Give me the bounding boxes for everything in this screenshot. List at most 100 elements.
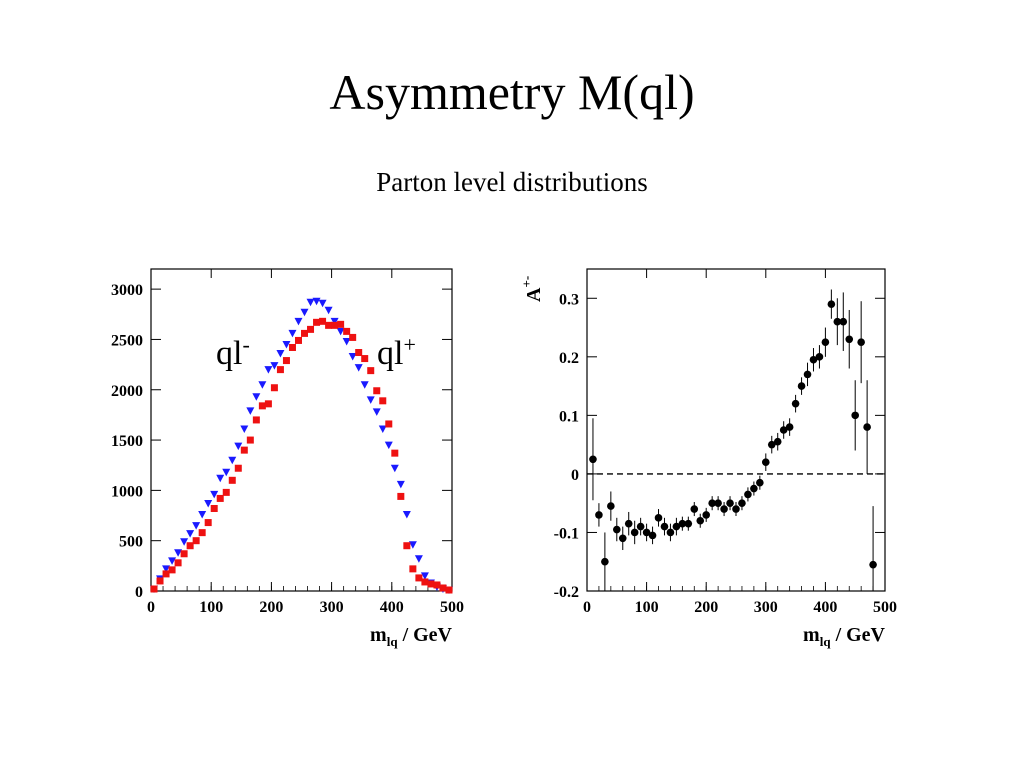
asymmetry-point bbox=[869, 560, 877, 569]
ql-plus-point bbox=[397, 492, 405, 500]
ql-plus-point bbox=[264, 400, 272, 408]
ql-plus-point bbox=[210, 504, 218, 512]
ql-plus-point bbox=[391, 449, 399, 457]
ql-minus-annotation: ql- bbox=[216, 332, 250, 372]
ql-plus-point bbox=[174, 559, 182, 567]
ql-minus-point bbox=[306, 298, 315, 307]
asymmetry-point bbox=[773, 437, 782, 446]
asymmetry-point bbox=[630, 528, 639, 537]
ql-minus-point bbox=[228, 456, 237, 465]
ql-minus-point bbox=[264, 366, 273, 374]
ql-minus-point bbox=[420, 572, 429, 580]
right-x-tick-label: 500 bbox=[873, 599, 897, 616]
ql-plus-point bbox=[427, 580, 435, 588]
asymmetry-point bbox=[791, 399, 800, 408]
ql-minus-point bbox=[210, 490, 219, 499]
asymmetry-point bbox=[708, 499, 716, 507]
ql-minus-point bbox=[360, 381, 369, 389]
asymmetry-point bbox=[595, 511, 603, 519]
asymmetry-point bbox=[744, 490, 752, 499]
right-y-tick-label: 0.3 bbox=[559, 291, 579, 308]
asymmetry-point bbox=[809, 355, 818, 364]
asymmetry-point bbox=[845, 335, 854, 344]
ql-plus-point bbox=[445, 586, 453, 594]
asymmetry-point bbox=[750, 484, 758, 493]
left-plot-frame bbox=[150, 268, 453, 592]
ql-plus-point bbox=[307, 325, 315, 333]
right-y-tick-label: 0.2 bbox=[559, 350, 579, 367]
ql-plus-point bbox=[349, 333, 357, 341]
left-y-tick-label: 1000 bbox=[111, 483, 143, 500]
ql-minus-point bbox=[354, 364, 363, 372]
ql-plus-point bbox=[355, 349, 363, 357]
ql-minus-point bbox=[318, 299, 327, 308]
ql-plus-point bbox=[204, 519, 212, 527]
ql-plus-point bbox=[319, 317, 327, 325]
asymmetry-point bbox=[601, 557, 609, 566]
ql-minus-point bbox=[276, 350, 285, 358]
asymmetry-point bbox=[714, 499, 722, 507]
ql-minus-point bbox=[348, 353, 357, 361]
ql-plus-point bbox=[343, 327, 351, 335]
ql-minus-point bbox=[198, 511, 207, 519]
ql-plus-point bbox=[439, 584, 447, 592]
asymmetry-point bbox=[833, 317, 842, 326]
ql-minus-point bbox=[240, 425, 249, 433]
asymmetry-point bbox=[851, 411, 859, 420]
asymmetry-point bbox=[821, 338, 830, 346]
ql-minus-point bbox=[336, 327, 345, 336]
left-y-tick-label: 1500 bbox=[111, 433, 143, 450]
asymmetry-point bbox=[624, 519, 633, 528]
asymmetry-point bbox=[827, 300, 836, 308]
left-x-tick-label: 300 bbox=[320, 599, 344, 616]
asymmetry-point bbox=[607, 502, 615, 510]
slide-subtitle: Parton level distributions bbox=[376, 167, 648, 197]
ql-minus-point bbox=[330, 317, 339, 326]
right-y-axis-label: A+- bbox=[519, 276, 545, 302]
ql-plus-point bbox=[228, 476, 236, 484]
ql-plus-point bbox=[156, 577, 164, 585]
ql-plus-point bbox=[276, 366, 284, 374]
left-y-tick-label: 2500 bbox=[111, 332, 143, 349]
asymmetry-point bbox=[666, 528, 675, 537]
asymmetry-point bbox=[660, 522, 669, 531]
right-y-tick-label: -0.1 bbox=[554, 525, 579, 542]
ql-minus-point bbox=[294, 317, 303, 326]
asymmetry-point bbox=[642, 528, 651, 537]
right-x-tick-label: 0 bbox=[583, 599, 591, 616]
ql-minus-point bbox=[216, 474, 225, 483]
right-x-tick-label: 400 bbox=[813, 599, 837, 616]
ql-plus-point bbox=[325, 321, 333, 329]
ql-minus-point bbox=[270, 362, 279, 370]
ql-plus-point bbox=[415, 574, 423, 582]
ql-plus-point bbox=[198, 529, 206, 537]
right-y-tick-label: -0.2 bbox=[554, 584, 579, 601]
ql-plus-point bbox=[150, 585, 158, 593]
ql-plus-point bbox=[180, 550, 188, 558]
asymmetry-point bbox=[636, 522, 645, 531]
asymmetry-point bbox=[767, 440, 776, 449]
left-x-tick-label: 500 bbox=[440, 599, 464, 616]
ql-plus-point bbox=[421, 578, 429, 586]
asymmetry-point bbox=[785, 423, 794, 431]
ql-minus-point bbox=[378, 425, 387, 433]
asymmetry-point bbox=[863, 423, 871, 431]
ql-plus-point bbox=[258, 402, 266, 410]
ql-plus-point bbox=[246, 436, 254, 444]
ql-minus-point bbox=[282, 340, 291, 349]
ql-minus-point bbox=[180, 538, 189, 546]
left-x-tick-label: 100 bbox=[199, 599, 223, 616]
asymmetry-point bbox=[618, 534, 627, 543]
ql-minus-point bbox=[168, 557, 177, 565]
ql-minus-point bbox=[300, 308, 309, 317]
asymmetry-point bbox=[815, 353, 824, 361]
asymmetry-point bbox=[702, 511, 710, 519]
right-x-axis-label: mlq / GeV bbox=[803, 624, 886, 649]
ql-plus-point bbox=[252, 416, 260, 424]
ql-minus-point bbox=[174, 549, 183, 557]
ql-plus-point bbox=[162, 570, 170, 578]
asymmetry-point bbox=[684, 519, 693, 528]
asymmetry-point bbox=[690, 505, 699, 513]
ql-plus-point bbox=[288, 343, 296, 351]
